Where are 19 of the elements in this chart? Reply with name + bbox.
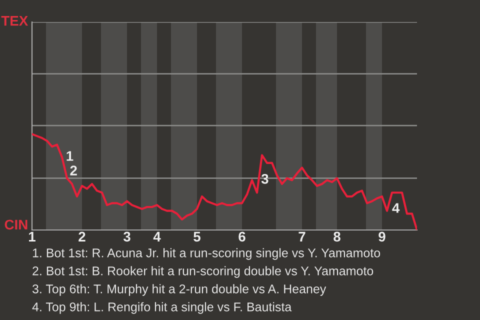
x-tick-label: 3 [123,232,130,242]
x-tick-label: 7 [298,232,306,242]
x-tick-label: 5 [194,232,200,242]
x-tick-label: 8 [334,232,340,242]
x-tick-label: 4 [153,232,161,242]
x-tick-label: 1 [29,232,36,242]
x-tick-label: 2 [78,232,86,242]
text: 2. Bot 1st: B. Rooker hit a run-scoring double vs Y. Yamamoto [32,266,374,278]
annotation: 1 [66,151,74,161]
text: 1. Bot 1st: R. Acuna Jr. hit a run-scoring single vs Y. Yamamoto [32,248,380,260]
x-tick-label: 6 [238,232,246,242]
annotation: 4 [392,203,400,213]
annotation: 2 [70,166,77,176]
text: 4. Top 9th: L. Rengifo hit a single vs F. Bautista [32,302,292,314]
annotation: 3 [261,174,268,184]
text: CIN [4,220,28,230]
x-tick-label: 9 [378,232,386,242]
text: 3. Top 6th: T. Murphy hit a 2-run double vs A. Heaney [32,284,326,296]
text: TEX [1,16,28,26]
